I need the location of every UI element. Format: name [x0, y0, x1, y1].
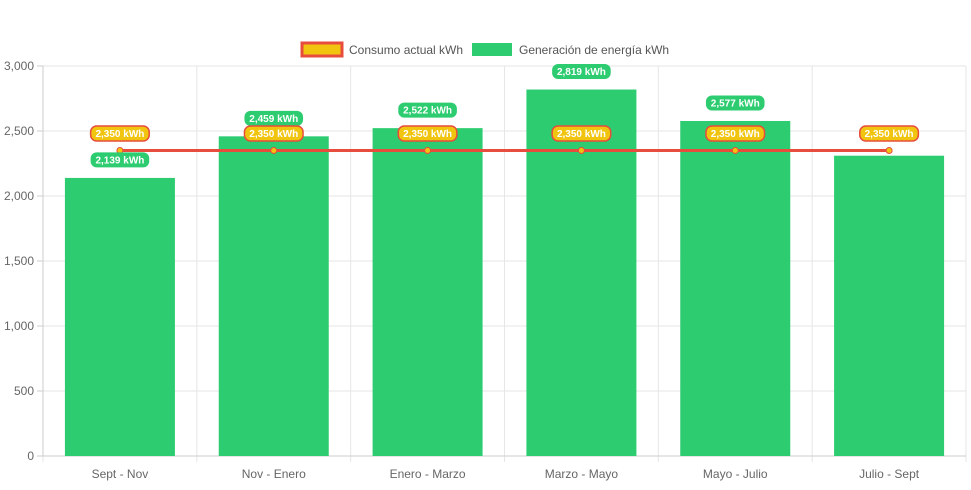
bars-generacion — [64, 89, 945, 457]
data-label-generacion-text: 2,819 kWh — [557, 67, 606, 78]
data-label-consumo-text: 2,350 kWh — [557, 129, 606, 140]
y-tick-label: 1,500 — [4, 254, 34, 268]
data-label-consumo-bg — [551, 125, 612, 142]
point-consumo[interactable] — [885, 147, 893, 154]
data-label-consumo-text: 2,350 kWh — [865, 129, 914, 140]
legend-item-generacion[interactable]: Generación de energía kWh — [472, 43, 669, 57]
data-label-consumo: 2,350 kWh — [705, 125, 766, 142]
data-label-generacion-bg — [705, 95, 765, 111]
point-consumo[interactable] — [424, 147, 432, 154]
x-tick-label: Enero - Marzo — [390, 467, 466, 481]
y-tick-label: 1,000 — [4, 319, 34, 333]
data-label-generacion: 2,522 kWh — [398, 102, 457, 118]
data-label-generacion-text: 2,577 kWh — [711, 98, 760, 109]
data-label-generacion-text: 2,522 kWh — [403, 106, 452, 117]
data-label-consumo-bg — [397, 125, 458, 142]
data-label-consumo-bg — [705, 125, 766, 142]
x-axis: Sept - Nov Nov - Enero Enero - Marzo Marzo … — [43, 455, 966, 481]
data-label-generacion: 2,577 kWh — [705, 95, 765, 111]
y-tick-label: 2,000 — [4, 189, 34, 203]
data-label-generacion-bg — [244, 110, 304, 126]
data-label-consumo-bg — [89, 125, 150, 142]
data-label-generacion-bg — [398, 102, 457, 118]
data-label-consumo-text: 2,350 kWh — [403, 129, 452, 140]
data-label-consumo-text: 2,350 kWh — [249, 129, 298, 140]
data-label-generacion-text: 2,139 kWh — [95, 155, 144, 166]
line-consumo — [116, 147, 893, 154]
x-tick-label: Mayo - Julio — [703, 467, 768, 481]
point-consumo[interactable] — [731, 147, 739, 154]
legend-label-generacion: Generación de energía kWh — [519, 43, 669, 57]
x-tick-label: Sept - Nov — [92, 467, 149, 481]
data-label-consumo: 2,350 kWh — [397, 125, 458, 142]
bar-generacion[interactable] — [372, 128, 483, 456]
data-label-consumo: 2,350 kWh — [551, 125, 612, 142]
data-label-consumo-text: 2,350 kWh — [711, 129, 760, 140]
data-label-consumo-bg — [243, 125, 304, 142]
x-tick-label: Julio - Sept — [859, 467, 920, 481]
legend-swatch-consumo — [300, 41, 344, 58]
y-tick-label: 0 — [27, 449, 34, 463]
x-tick-label: Marzo - Mayo — [545, 467, 619, 481]
bar-generacion[interactable] — [64, 177, 175, 456]
y-axis: 0 500 1,000 1,500 2,000 2,500 3,000 — [4, 59, 44, 463]
y-tick-label: 500 — [14, 384, 34, 398]
legend-swatch-generacion — [472, 43, 512, 56]
data-label-generacion: 2,139 kWh — [90, 152, 150, 168]
data-label-consumo: 2,350 kWh — [89, 125, 150, 142]
point-consumo[interactable] — [577, 147, 585, 154]
data-label-generacion-bg — [90, 152, 150, 168]
legend-label-consumo: Consumo actual kWh — [349, 43, 463, 57]
data-label-generacion: 2,819 kWh — [552, 64, 611, 80]
legend-item-consumo[interactable]: Consumo actual kWh — [300, 41, 463, 58]
point-consumo[interactable] — [270, 147, 278, 154]
data-label-consumo-bg — [859, 125, 920, 142]
data-label-generacion: 2,459 kWh — [244, 110, 304, 126]
bar-generacion[interactable] — [680, 120, 791, 457]
y-tick-label: 3,000 — [4, 59, 34, 73]
data-label-generacion-bg — [552, 64, 611, 80]
bar-generacion[interactable] — [834, 155, 945, 456]
grid-lines — [42, 65, 967, 462]
bar-generacion[interactable] — [218, 136, 329, 456]
legend: Consumo actual kWh Generación de energía… — [300, 41, 669, 58]
data-label-consumo: 2,350 kWh — [859, 125, 920, 142]
y-tick-label: 2,500 — [4, 124, 34, 138]
data-labels: 2,139 kWh 2,459 kWh 2,522 kWh 2,819 kWh 2,57… — [89, 64, 920, 168]
data-label-consumo-text: 2,350 kWh — [95, 129, 144, 140]
data-label-generacion-text: 2,459 kWh — [249, 114, 298, 125]
data-label-consumo: 2,350 kWh — [243, 125, 304, 142]
x-tick-label: Nov - Enero — [242, 467, 306, 481]
bar-generacion[interactable] — [526, 89, 637, 456]
